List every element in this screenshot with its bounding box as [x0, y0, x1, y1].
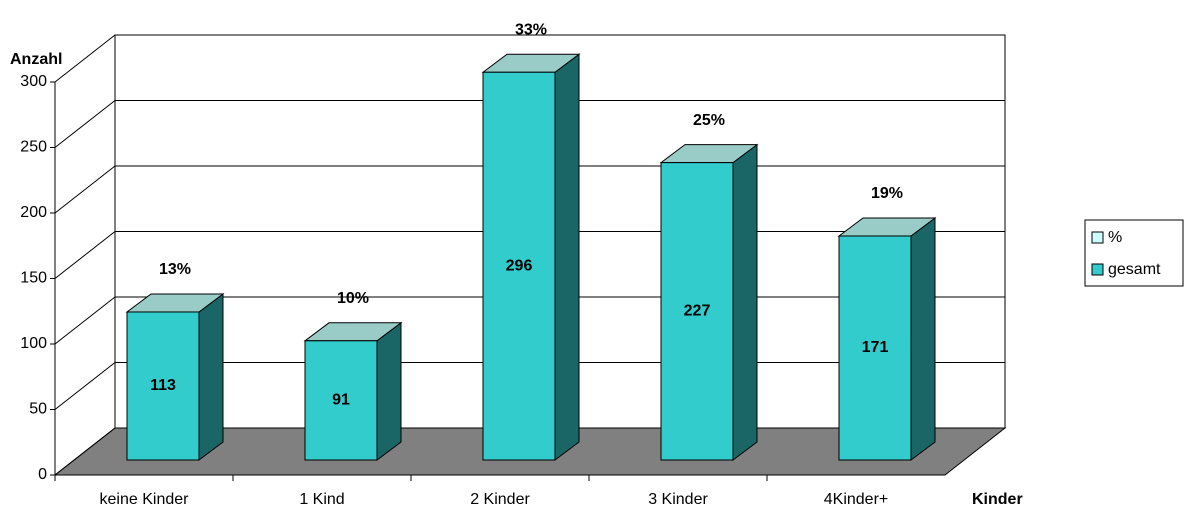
- y-tick-label: 300: [20, 73, 47, 90]
- percent-label: 19%: [871, 185, 903, 202]
- bar-side: [732, 143, 758, 461]
- y-tick-label: 200: [20, 204, 47, 221]
- grid-line: [54, 100, 116, 148]
- x-tick-label: 4Kinder+: [824, 491, 889, 508]
- bar-side: [554, 53, 580, 461]
- grid-line: [54, 165, 116, 214]
- value-label: 91: [332, 392, 350, 409]
- grid-line: [54, 296, 116, 345]
- bar: [126, 311, 200, 461]
- legend-swatch: [1091, 263, 1104, 276]
- percent-label: 13%: [159, 261, 191, 278]
- legend-swatch: [1091, 231, 1104, 244]
- grid-line: [54, 427, 116, 476]
- bar: [838, 235, 912, 461]
- grid-line: [54, 34, 116, 83]
- legend-label: gesamt: [1108, 261, 1161, 278]
- y-tick-label: 100: [20, 335, 47, 352]
- y-tick-label: 0: [38, 466, 47, 483]
- bar-side: [376, 321, 402, 461]
- grid-line: [54, 231, 116, 279]
- x-axis-title: Kinder: [972, 491, 1023, 508]
- legend-label: %: [1108, 229, 1122, 246]
- y-tick-label: 250: [20, 139, 47, 156]
- x-tick-label: keine Kinder: [100, 491, 190, 508]
- value-label: 296: [506, 257, 533, 274]
- bar: [482, 71, 556, 461]
- x-tick-label: 2 Kinder: [470, 491, 530, 508]
- value-label: 227: [684, 303, 711, 320]
- value-label: 171: [862, 339, 889, 356]
- y-axis-title: Anzahl: [10, 51, 62, 68]
- x-tick-label: 3 Kinder: [648, 491, 708, 508]
- bar-side: [910, 216, 936, 461]
- bar-side: [198, 292, 224, 461]
- y-tick-label: 50: [29, 401, 47, 418]
- grid-line: [54, 362, 116, 410]
- x-tick-label: 1 Kind: [299, 491, 344, 508]
- percent-label: 25%: [693, 112, 725, 129]
- bar: [660, 162, 734, 461]
- percent-label: 10%: [337, 290, 369, 307]
- bar: [304, 340, 378, 461]
- y-tick-label: 150: [20, 270, 47, 287]
- percent-label: 33%: [515, 21, 547, 38]
- value-label: 113: [150, 377, 176, 394]
